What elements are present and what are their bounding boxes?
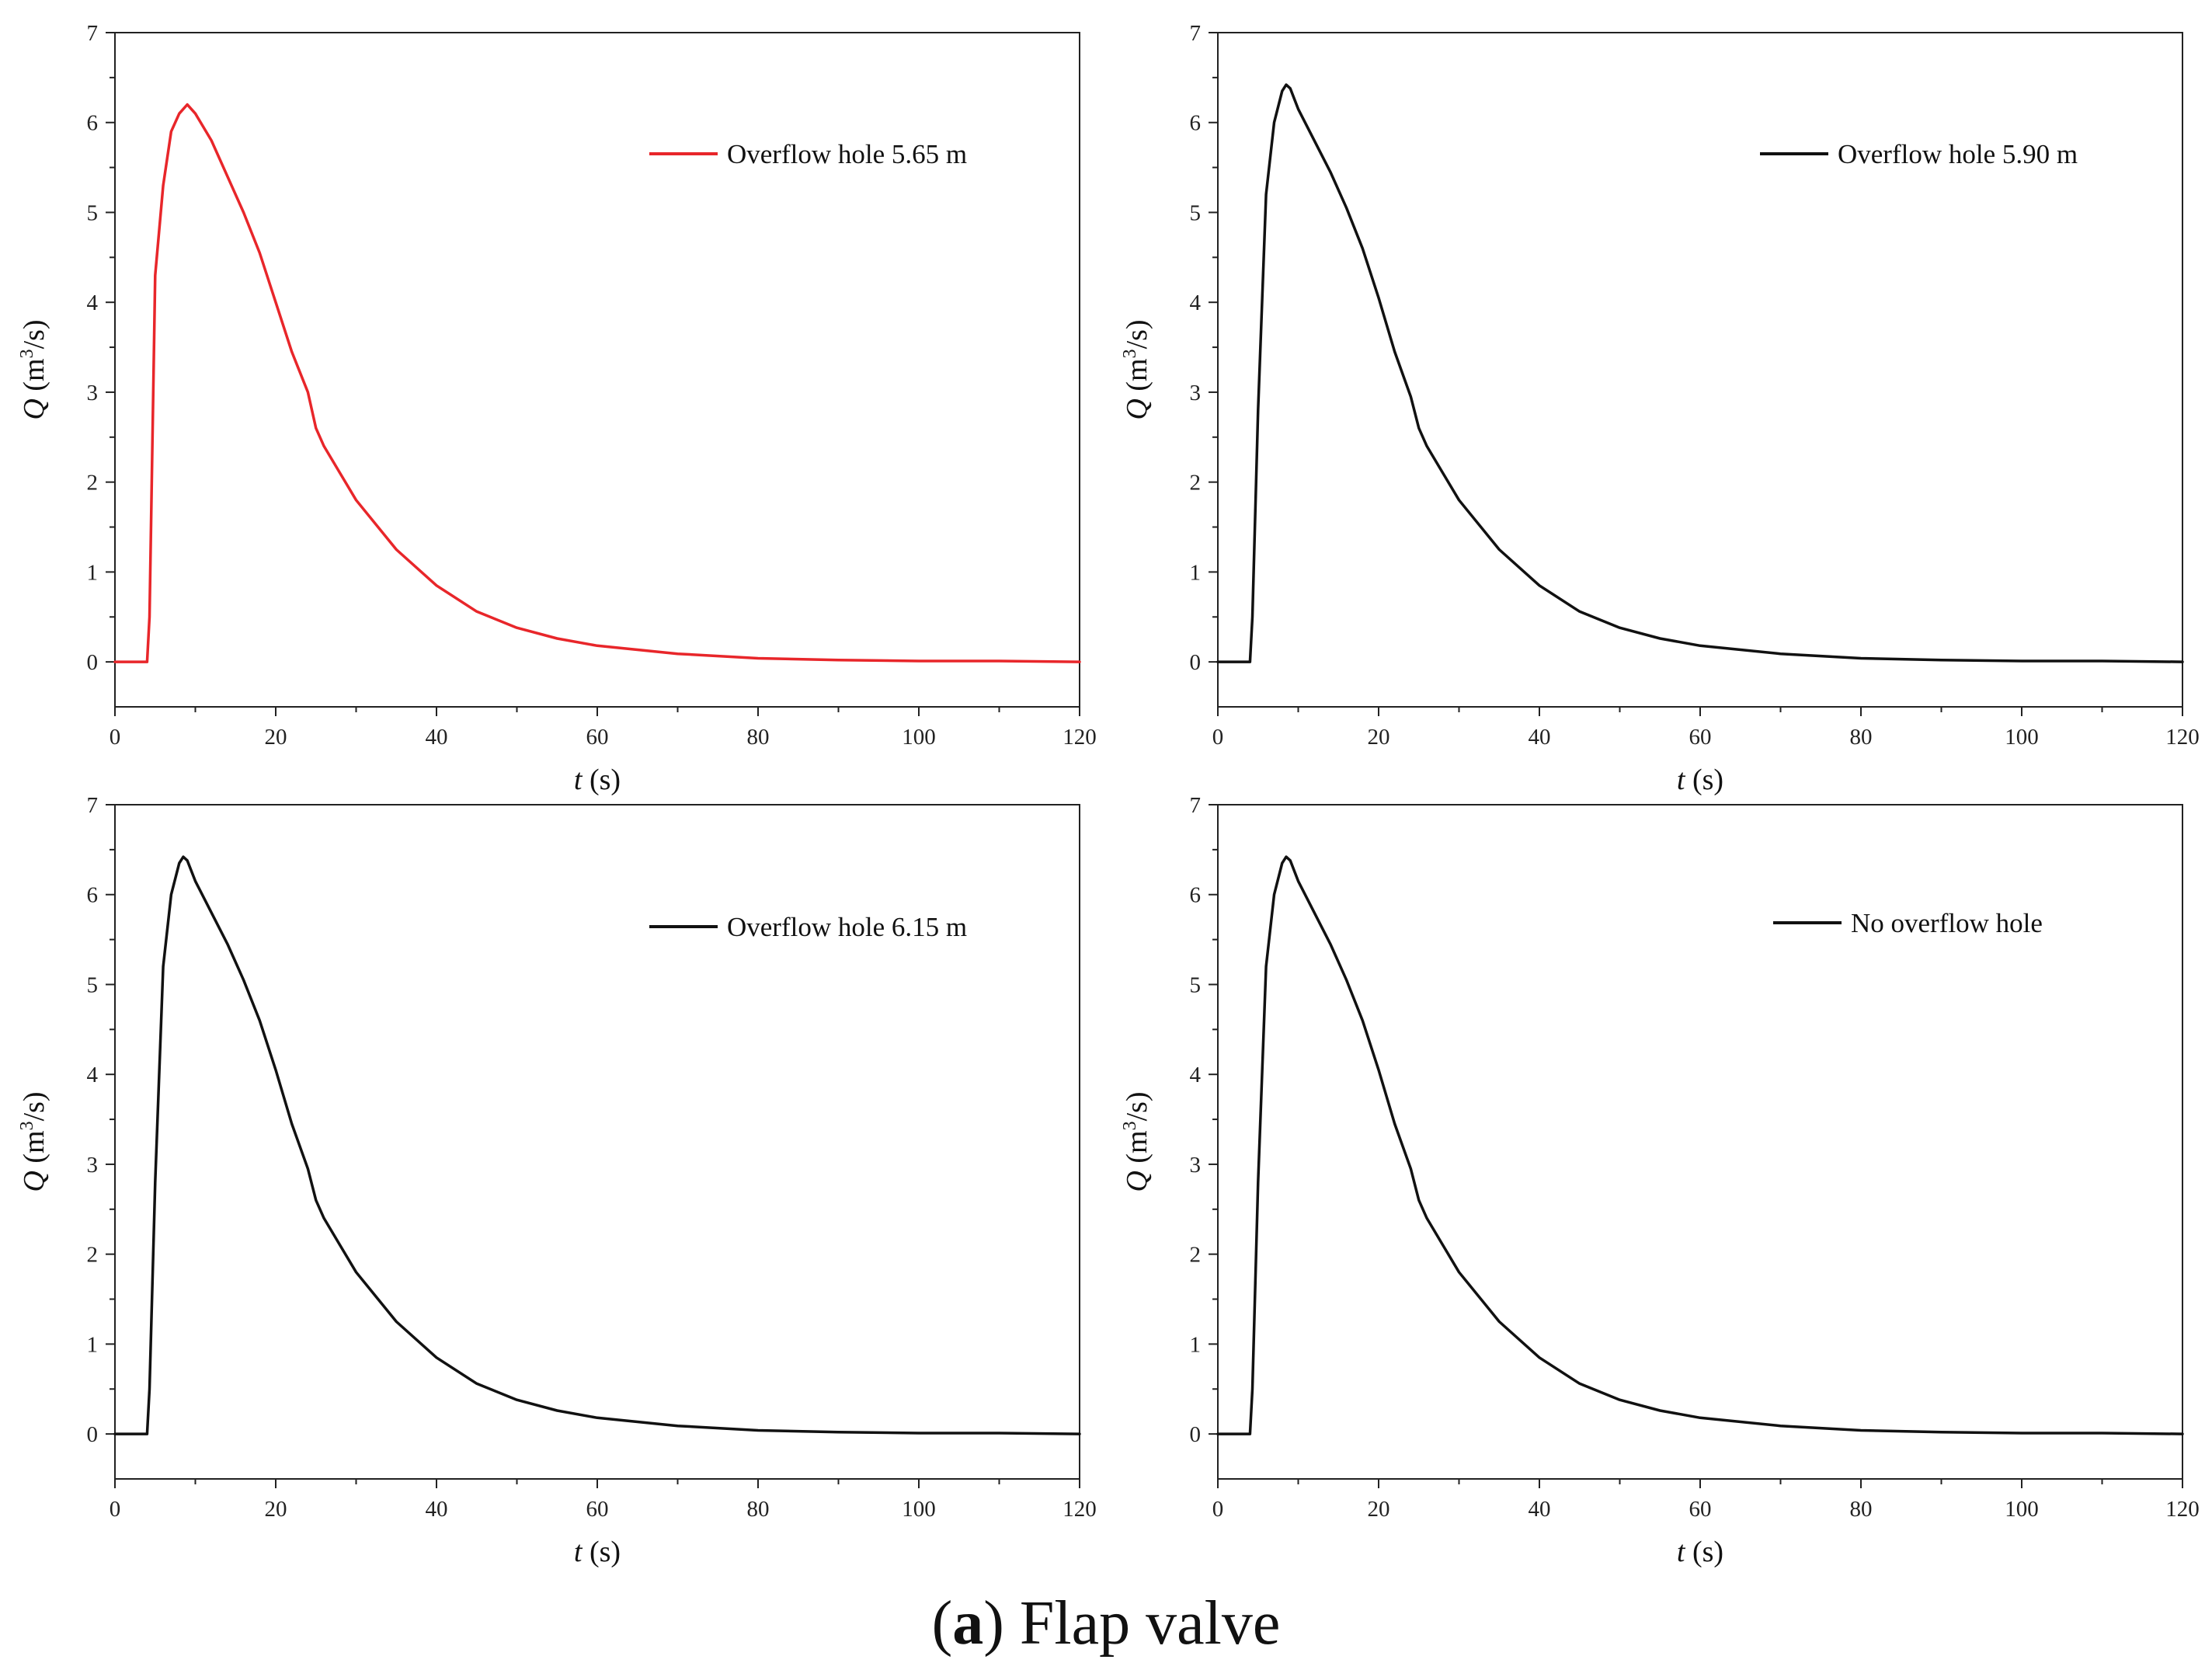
y-tick-label: 6: [1190, 111, 1202, 136]
chart-panel-1: 0 20 40 60 80 100 120 0 1 2 3 4 5 6 7 t (s) Q (m3/s) Over…: [17, 21, 1097, 796]
y-tick-label: 2: [87, 471, 99, 496]
legend-label: Overflow hole 6.15 m: [727, 912, 967, 942]
y-tick-label: 0: [87, 650, 99, 675]
y-tick-label: 4: [1190, 291, 1202, 315]
x-tick-label: 40: [426, 725, 448, 750]
y-tick-label: 7: [1190, 793, 1202, 818]
chart-panel-2: 0 20 40 60 80 100 120 0 1 2 3 4 5 6 7 t (s) Q (m3/s) Over…: [1120, 21, 2200, 796]
x-tick-label: 40: [1529, 1497, 1551, 1522]
x-tick-label: 100: [2005, 725, 2039, 750]
y-tick-label: 5: [1190, 200, 1202, 225]
x-tick-label: 0: [110, 725, 121, 750]
y-tick-label: 1: [87, 560, 99, 585]
x-tick-label: 120: [2165, 1497, 2200, 1522]
y-tick-label: 5: [87, 200, 99, 225]
y-tick-label: 7: [87, 793, 99, 818]
x-tick-label: 20: [265, 1497, 287, 1522]
y-tick-label: 7: [1190, 21, 1202, 46]
y-tick-label: 2: [1190, 471, 1202, 496]
x-tick-label: 60: [1689, 725, 1712, 750]
x-tick-label: 20: [265, 725, 287, 750]
y-tick-label: 1: [1190, 1332, 1202, 1357]
series-line: [1216, 855, 2184, 1435]
x-tick-label: 60: [586, 725, 609, 750]
x-tick-label: 20: [1368, 1497, 1390, 1522]
y-tick-label: 0: [1190, 1422, 1202, 1447]
y-tick-label: 3: [1190, 381, 1202, 405]
y-tick-label: 5: [1190, 972, 1202, 997]
plot-frame: [1217, 32, 2183, 708]
y-axis-label: Q (m3/s): [17, 1091, 50, 1192]
plot-frame: [1217, 804, 2183, 1480]
series-line: [1216, 83, 2184, 663]
y-tick-label: 3: [1190, 1153, 1202, 1178]
x-axis-label: t (s): [574, 764, 621, 796]
chart-panel-4: 0 20 40 60 80 100 120 0 1 2 3 4 5 6 7 t (s) Q (m3/s) No o…: [1120, 793, 2200, 1568]
x-tick-label: 120: [1063, 1497, 1097, 1522]
y-tick-label: 0: [1190, 650, 1202, 675]
y-tick-label: 2: [1190, 1243, 1202, 1268]
chart-panel-3: 0 20 40 60 80 100 120 0 1 2 3 4 5 6 7 t (s) Q (m3/s) Over…: [17, 793, 1097, 1568]
series-line: [113, 103, 1081, 663]
y-axis-label: Q (m3/s): [1120, 319, 1153, 419]
y-tick-label: 3: [87, 381, 99, 405]
x-tick-label: 40: [1529, 725, 1551, 750]
y-axis-label: Q (m3/s): [1120, 1091, 1153, 1192]
y-tick-label: 5: [87, 972, 99, 997]
y-tick-label: 0: [87, 1422, 99, 1447]
x-tick-label: 0: [1212, 725, 1224, 750]
y-tick-label: 6: [87, 883, 99, 908]
y-axis-label: Q (m3/s): [17, 319, 50, 419]
figure-caption: (a) Flap valve: [931, 1589, 1281, 1658]
x-axis-label: t (s): [1677, 1536, 1723, 1568]
y-tick-label: 4: [87, 291, 99, 315]
x-tick-label: 80: [1850, 725, 1873, 750]
y-tick-label: 6: [87, 111, 99, 136]
y-tick-label: 7: [87, 21, 99, 46]
x-axis-label: t (s): [574, 1536, 621, 1568]
x-tick-label: 60: [586, 1497, 609, 1522]
x-tick-label: 120: [2165, 725, 2200, 750]
x-tick-label: 80: [747, 1497, 770, 1522]
x-axis-label: t (s): [1677, 764, 1723, 796]
x-tick-label: 120: [1063, 725, 1097, 750]
x-tick-label: 100: [902, 725, 936, 750]
y-tick-label: 1: [1190, 560, 1202, 585]
legend-label: No overflow hole: [1851, 908, 2043, 938]
x-tick-label: 80: [1850, 1497, 1873, 1522]
caption-text: Flap valve: [1019, 1589, 1281, 1658]
y-tick-label: 4: [1190, 1063, 1202, 1087]
y-tick-label: 2: [87, 1243, 99, 1268]
y-tick-label: 6: [1190, 883, 1202, 908]
x-tick-label: 100: [2005, 1497, 2039, 1522]
caption-letter: a: [952, 1589, 984, 1658]
x-tick-label: 100: [902, 1497, 936, 1522]
y-tick-label: 3: [87, 1153, 99, 1178]
series-line: [113, 855, 1081, 1435]
x-tick-label: 0: [110, 1497, 121, 1522]
plot-frame: [114, 32, 1080, 708]
x-tick-label: 0: [1212, 1497, 1224, 1522]
x-tick-label: 80: [747, 725, 770, 750]
plot-frame: [114, 804, 1080, 1480]
x-tick-label: 20: [1368, 725, 1390, 750]
x-tick-label: 40: [426, 1497, 448, 1522]
y-tick-label: 4: [87, 1063, 99, 1087]
legend-label: Overflow hole 5.90 m: [1838, 139, 2078, 169]
x-tick-label: 60: [1689, 1497, 1712, 1522]
legend-label: Overflow hole 5.65 m: [727, 139, 967, 169]
y-tick-label: 1: [87, 1332, 99, 1357]
